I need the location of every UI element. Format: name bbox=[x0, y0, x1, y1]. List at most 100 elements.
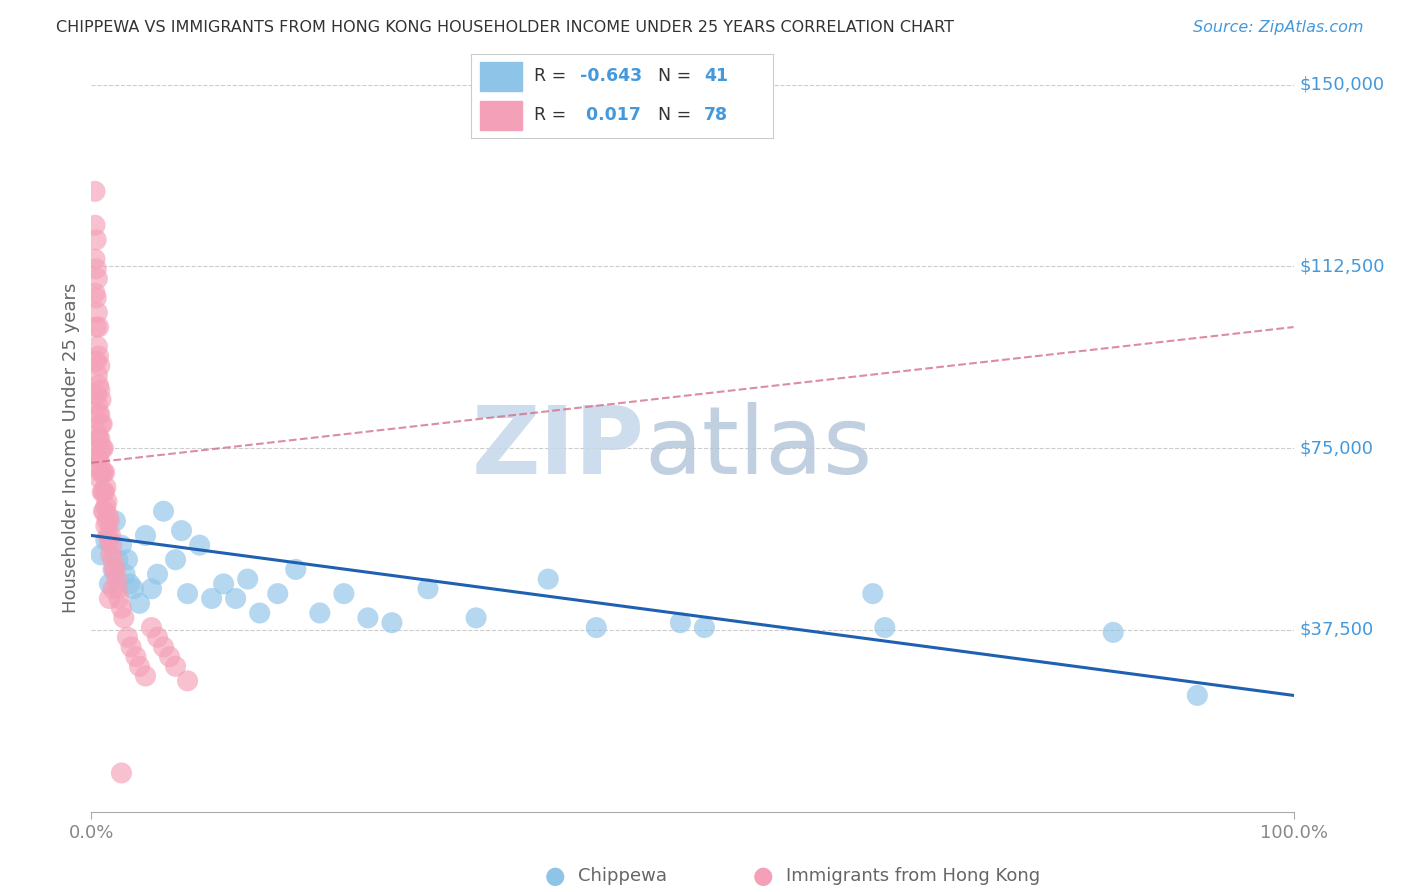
Text: $75,000: $75,000 bbox=[1299, 439, 1374, 458]
Text: Source: ZipAtlas.com: Source: ZipAtlas.com bbox=[1194, 20, 1364, 35]
Point bbox=[104, 562, 127, 576]
Point bbox=[86, 339, 108, 353]
Point bbox=[98, 577, 121, 591]
Point bbox=[110, 601, 132, 615]
Point bbox=[87, 378, 110, 392]
Bar bbox=[479, 62, 523, 91]
Point bbox=[98, 591, 121, 606]
Point bbox=[585, 621, 607, 635]
Text: R =: R = bbox=[534, 106, 572, 124]
Point bbox=[114, 567, 136, 582]
Point bbox=[96, 494, 118, 508]
Point bbox=[89, 359, 111, 373]
Point bbox=[108, 591, 131, 606]
Point bbox=[141, 621, 163, 635]
Text: ●: ● bbox=[546, 864, 565, 888]
Point bbox=[100, 528, 122, 542]
Point bbox=[117, 630, 139, 644]
Point bbox=[91, 466, 114, 480]
Text: $112,500: $112,500 bbox=[1299, 258, 1385, 276]
Point bbox=[87, 349, 110, 363]
Point bbox=[86, 398, 108, 412]
Point bbox=[465, 611, 488, 625]
Text: N =: N = bbox=[658, 68, 697, 86]
Point bbox=[873, 621, 896, 635]
Point bbox=[120, 640, 142, 654]
Point bbox=[110, 538, 132, 552]
Point bbox=[90, 417, 112, 431]
Point bbox=[146, 567, 169, 582]
Point bbox=[267, 587, 290, 601]
Point bbox=[112, 611, 135, 625]
Text: Immigrants from Hong Kong: Immigrants from Hong Kong bbox=[786, 867, 1040, 885]
Point bbox=[170, 524, 193, 538]
Point bbox=[225, 591, 247, 606]
Point bbox=[141, 582, 163, 596]
Text: R =: R = bbox=[534, 68, 572, 86]
Point bbox=[128, 596, 150, 610]
Point bbox=[333, 587, 356, 601]
Point bbox=[416, 582, 439, 596]
Point bbox=[236, 572, 259, 586]
Point bbox=[89, 432, 111, 446]
Point bbox=[159, 649, 181, 664]
Point bbox=[93, 442, 115, 455]
Point bbox=[93, 504, 115, 518]
Point bbox=[87, 407, 110, 421]
Point bbox=[84, 320, 107, 334]
Bar bbox=[479, 101, 523, 130]
Point bbox=[249, 606, 271, 620]
Point bbox=[101, 562, 124, 576]
Point bbox=[98, 533, 121, 548]
Point bbox=[125, 649, 148, 664]
Point bbox=[90, 392, 112, 407]
Point bbox=[101, 582, 124, 596]
Point bbox=[122, 582, 145, 596]
Point bbox=[104, 514, 127, 528]
Point bbox=[89, 456, 111, 470]
Text: 78: 78 bbox=[704, 106, 728, 124]
Text: $150,000: $150,000 bbox=[1299, 76, 1385, 94]
Point bbox=[101, 552, 124, 566]
Point bbox=[128, 659, 150, 673]
Point bbox=[97, 509, 120, 524]
Point bbox=[134, 669, 156, 683]
Text: ●: ● bbox=[754, 864, 773, 888]
Point bbox=[176, 673, 198, 688]
Text: atlas: atlas bbox=[644, 402, 873, 494]
Point bbox=[91, 442, 114, 455]
Point bbox=[86, 450, 108, 465]
Point bbox=[93, 484, 115, 499]
Point bbox=[87, 432, 110, 446]
Point bbox=[537, 572, 560, 586]
Point bbox=[176, 587, 198, 601]
Point bbox=[86, 368, 108, 383]
Point bbox=[284, 562, 307, 576]
Point bbox=[94, 518, 117, 533]
Point bbox=[87, 470, 110, 484]
Point bbox=[105, 572, 128, 586]
Point bbox=[1102, 625, 1125, 640]
Point bbox=[165, 659, 187, 673]
Point bbox=[107, 552, 129, 566]
Point bbox=[86, 271, 108, 285]
Point bbox=[84, 388, 107, 402]
Point bbox=[84, 354, 107, 368]
Point bbox=[308, 606, 330, 620]
Point bbox=[107, 582, 129, 596]
Point bbox=[96, 514, 118, 528]
Point bbox=[84, 252, 107, 267]
Point bbox=[693, 621, 716, 635]
Point bbox=[101, 538, 124, 552]
Text: 41: 41 bbox=[704, 68, 728, 86]
Point bbox=[93, 484, 115, 499]
Point bbox=[89, 407, 111, 421]
Point bbox=[134, 528, 156, 542]
Point bbox=[94, 500, 117, 514]
Text: CHIPPEWA VS IMMIGRANTS FROM HONG KONG HOUSEHOLDER INCOME UNDER 25 YEARS CORRELAT: CHIPPEWA VS IMMIGRANTS FROM HONG KONG HO… bbox=[56, 20, 955, 35]
Point bbox=[91, 417, 114, 431]
Text: 0.017: 0.017 bbox=[579, 106, 641, 124]
Point bbox=[87, 450, 110, 465]
Text: Chippewa: Chippewa bbox=[578, 867, 666, 885]
Point bbox=[93, 504, 115, 518]
